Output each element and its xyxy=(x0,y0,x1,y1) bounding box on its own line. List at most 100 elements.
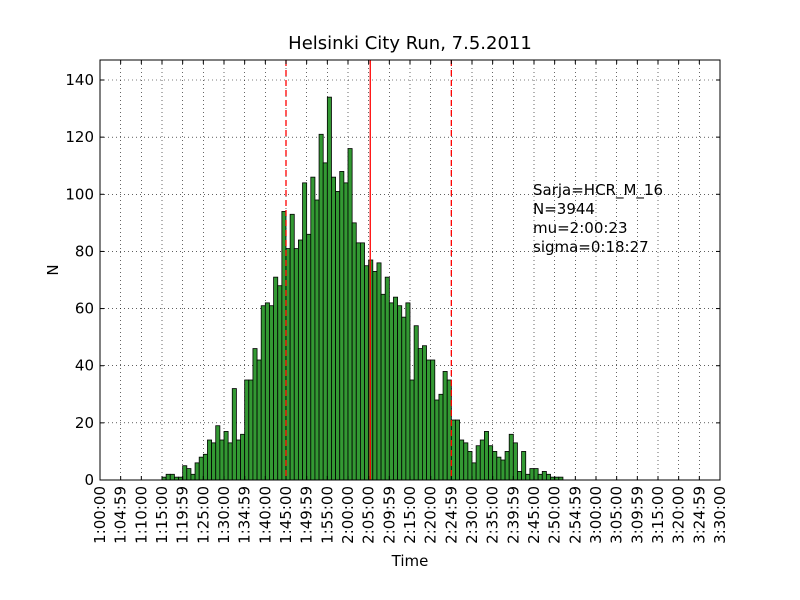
histogram-bar xyxy=(512,442,518,481)
y-axis-label: N xyxy=(44,264,62,275)
x-tick-label: 3:15:00 xyxy=(649,486,667,544)
histogram-bar xyxy=(409,379,415,481)
x-tick-label: 2:15:00 xyxy=(401,486,419,544)
annotation-line: mu=2:00:23 xyxy=(533,219,628,237)
y-tick-label: 140 xyxy=(65,71,94,89)
plot-frame xyxy=(99,59,721,481)
y-axis-ticks: 0 20 40 60 80 100 120 140 xyxy=(65,71,720,489)
histogram-bar xyxy=(269,305,275,481)
histogram-bar xyxy=(289,213,295,481)
histogram-bar xyxy=(372,271,378,481)
histogram-bar xyxy=(417,348,423,481)
histogram-bar xyxy=(504,451,510,481)
histogram-bar xyxy=(521,451,527,481)
bars xyxy=(161,96,564,481)
histogram-bar xyxy=(347,148,353,481)
histogram-bar xyxy=(438,393,444,481)
x-tick-label: 1:19:59 xyxy=(174,486,192,544)
histogram-bar xyxy=(500,459,506,481)
y-tick-label: 0 xyxy=(84,471,94,489)
histogram-bar xyxy=(517,471,523,481)
x-tick-label: 3:24:59 xyxy=(690,486,708,544)
x-tick-label: 1:04:59 xyxy=(112,486,130,544)
histogram-bar xyxy=(343,182,349,481)
histogram-bar xyxy=(483,431,489,481)
x-tick-label: 2:05:00 xyxy=(360,486,378,544)
histogram-bar xyxy=(235,439,241,481)
histogram-bar xyxy=(322,162,328,481)
histogram-bar xyxy=(169,473,175,481)
histogram-bar xyxy=(397,305,403,481)
x-tick-label: 1:30:00 xyxy=(215,486,233,544)
annotation-line: sigma=0:18:27 xyxy=(533,238,649,256)
x-tick-label: 1:25:00 xyxy=(194,486,212,544)
histogram-bar xyxy=(202,453,208,481)
histogram-bar xyxy=(388,302,394,481)
histogram-bar xyxy=(264,302,270,481)
histogram-bar xyxy=(165,473,171,481)
x-tick-label: 2:45:00 xyxy=(525,486,543,544)
histogram-bar xyxy=(463,442,469,481)
histogram-bar xyxy=(297,239,303,481)
histogram-bar xyxy=(227,442,233,481)
histogram-bar xyxy=(351,222,357,481)
histogram-bar xyxy=(190,473,196,481)
histogram-bar xyxy=(384,276,390,481)
grid xyxy=(100,60,720,480)
histogram-bar xyxy=(546,473,551,481)
histogram-bar xyxy=(533,468,539,481)
x-tick-label: 2:24:59 xyxy=(442,486,460,544)
x-tick-label: 1:40:00 xyxy=(256,486,274,544)
x-tick-label: 3:30:00 xyxy=(711,486,729,544)
histogram-bar xyxy=(219,439,225,481)
histogram-bar xyxy=(277,285,283,481)
x-tick-label: 2:39:59 xyxy=(504,486,522,544)
y-tick-label: 80 xyxy=(75,242,94,260)
histogram-bar xyxy=(430,359,436,481)
x-tick-label: 1:55:00 xyxy=(318,486,336,544)
y-tick-label: 20 xyxy=(75,414,94,432)
x-tick-label: 1:10:00 xyxy=(132,486,150,544)
chart-title: Helsinki City Run, 7.5.2011 xyxy=(288,33,532,54)
histogram-bar xyxy=(335,191,341,481)
histogram-bar xyxy=(211,442,217,481)
x-tick-label: 1:15:00 xyxy=(153,486,171,544)
histogram-bar xyxy=(393,296,399,481)
histogram-bar xyxy=(223,431,229,481)
histogram-bar xyxy=(359,242,365,481)
histogram-bar xyxy=(231,388,237,481)
x-tick-label: 2:09:59 xyxy=(380,486,398,544)
reference-lines xyxy=(285,60,452,480)
x-tick-label: 1:34:59 xyxy=(236,486,254,544)
x-tick-label: 2:20:00 xyxy=(422,486,440,544)
histogram-bar xyxy=(273,276,279,481)
histogram-bar xyxy=(194,462,200,481)
histogram-bar xyxy=(186,468,192,481)
histogram-bar xyxy=(401,316,407,481)
histogram-bar xyxy=(207,439,212,481)
histogram-bar xyxy=(260,305,266,481)
histogram-bar xyxy=(355,242,361,481)
histogram-bar xyxy=(496,456,502,481)
x-tick-label: 2:50:00 xyxy=(546,486,564,544)
y-tick-label: 120 xyxy=(65,128,94,146)
histogram-bar xyxy=(405,302,411,481)
x-tick-label: 2:35:00 xyxy=(484,486,502,544)
x-axis-ticks: 1:00:00 1:04:59 1:10:00 1:15:00 1:19:59 1:25:… xyxy=(91,60,729,544)
x-tick-label: 3:05:00 xyxy=(608,486,626,544)
histogram-bar xyxy=(529,468,535,481)
y-tick-label: 100 xyxy=(65,185,94,203)
annotation-line: N=3944 xyxy=(533,200,595,218)
histogram-bar xyxy=(310,176,316,481)
x-tick-label: 2:54:59 xyxy=(566,486,584,544)
histogram-bar xyxy=(471,462,477,481)
histogram-bar xyxy=(537,473,543,481)
histogram-bar xyxy=(488,445,494,481)
stats-annotation: Sarja=HCR_M_16 N=3944 mu=2:00:23 sigma=0:18… xyxy=(533,181,663,256)
x-tick-label: 2:30:00 xyxy=(463,486,481,544)
x-tick-label: 2:00:00 xyxy=(339,486,357,544)
histogram-bar xyxy=(326,96,332,481)
histogram-bar xyxy=(306,233,312,481)
histogram-bar xyxy=(380,293,386,481)
